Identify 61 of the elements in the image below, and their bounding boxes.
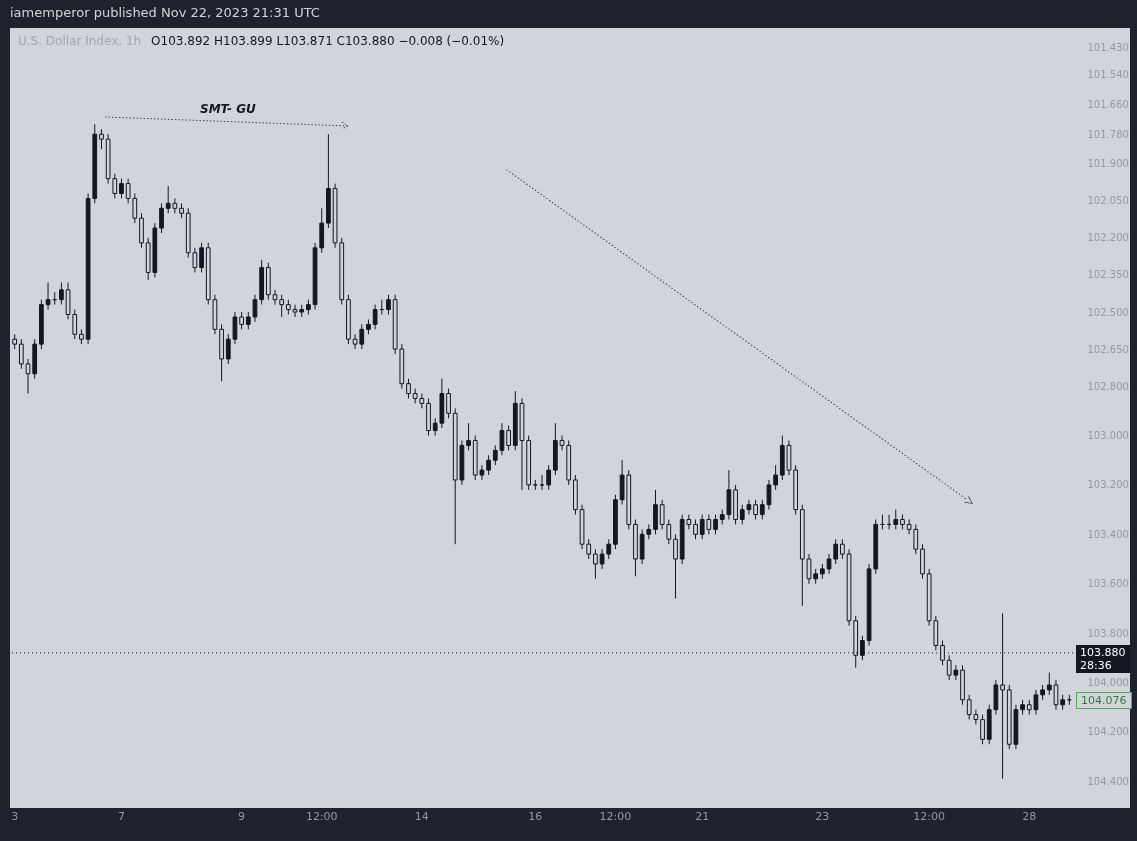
candlestick — [773, 464, 778, 491]
candlestick — [693, 519, 698, 540]
x-tick-label: 23 — [815, 809, 830, 823]
y-tick-label: 101.540 — [1087, 69, 1129, 81]
x-tick-label: 12:00 — [913, 809, 945, 823]
candlestick — [59, 281, 64, 306]
text: iamemperor published Nov 22, 2023 21:31 UTC — [10, 5, 320, 20]
candlestick — [893, 509, 899, 530]
y-tick-label: 103.600 — [1087, 578, 1129, 590]
candlestick — [713, 514, 718, 535]
candlestick — [45, 281, 51, 311]
candlestick — [386, 294, 391, 315]
y-tick-label: 104.400 — [1087, 775, 1129, 787]
ref-line-label: 103.880 — [1080, 645, 1126, 659]
y-tick-label: 102.500 — [1087, 306, 1129, 318]
x-tick-label: 14 — [414, 809, 429, 823]
text: 104.076 — [1076, 691, 1132, 709]
y-tick-label: 104.200 — [1087, 726, 1129, 738]
candlestick — [486, 454, 491, 476]
x-tick-label: 16 — [528, 809, 543, 823]
y-tick-label: 101.780 — [1087, 128, 1129, 140]
candlestick — [18, 338, 24, 370]
text: 28:36 — [1080, 658, 1112, 672]
x-tick-label: 21 — [695, 809, 710, 823]
candlestick — [546, 464, 552, 491]
candlestick — [980, 714, 985, 745]
y-tick-label: 102.650 — [1087, 343, 1129, 355]
candlestick — [506, 425, 511, 451]
candlestick — [840, 538, 845, 560]
y-tick-label: 103.000 — [1087, 430, 1129, 442]
y-tick-label: 102.050 — [1087, 195, 1129, 207]
y-tick-label: 101.430 — [1087, 42, 1129, 54]
candlestick — [539, 474, 545, 491]
candlestick — [446, 388, 451, 419]
y-tick-label: 103.200 — [1087, 479, 1129, 491]
y-tick-label: 101.900 — [1087, 158, 1129, 170]
candlestick — [466, 422, 471, 451]
candlestick — [406, 378, 411, 399]
annotation: SMT- GU — [200, 102, 256, 116]
candlestick — [119, 178, 124, 199]
x-tick-label: 12:00 — [599, 809, 632, 823]
candlestick — [593, 548, 598, 580]
candlestick — [372, 304, 378, 330]
x-tick-label: 3 — [11, 809, 19, 823]
y-tick-label: 104.000 — [1087, 677, 1129, 689]
candlestick — [199, 242, 204, 274]
candlestick — [159, 202, 164, 234]
candlestick — [673, 533, 678, 600]
y-tick-label: 103.800 — [1087, 627, 1129, 639]
candlestick — [753, 499, 758, 520]
candlestick — [99, 128, 104, 150]
x-tick-label: 12:00 — [305, 809, 338, 823]
y-tick-label: 102.800 — [1087, 380, 1129, 392]
y-tick-label: 102.350 — [1087, 269, 1129, 281]
x-tick-label: 28 — [1022, 809, 1037, 823]
x-tick-label: 9 — [238, 809, 246, 823]
y-tick-label: 102.200 — [1087, 232, 1129, 244]
x-tick-label: 7 — [117, 809, 125, 823]
text: O103.892 H103.899 L103.871 C103.880 −0.008 (−0.01%) — [151, 34, 505, 48]
y-tick-label: 103.400 — [1087, 528, 1129, 540]
y-tick-label: 101.660 — [1087, 99, 1129, 111]
